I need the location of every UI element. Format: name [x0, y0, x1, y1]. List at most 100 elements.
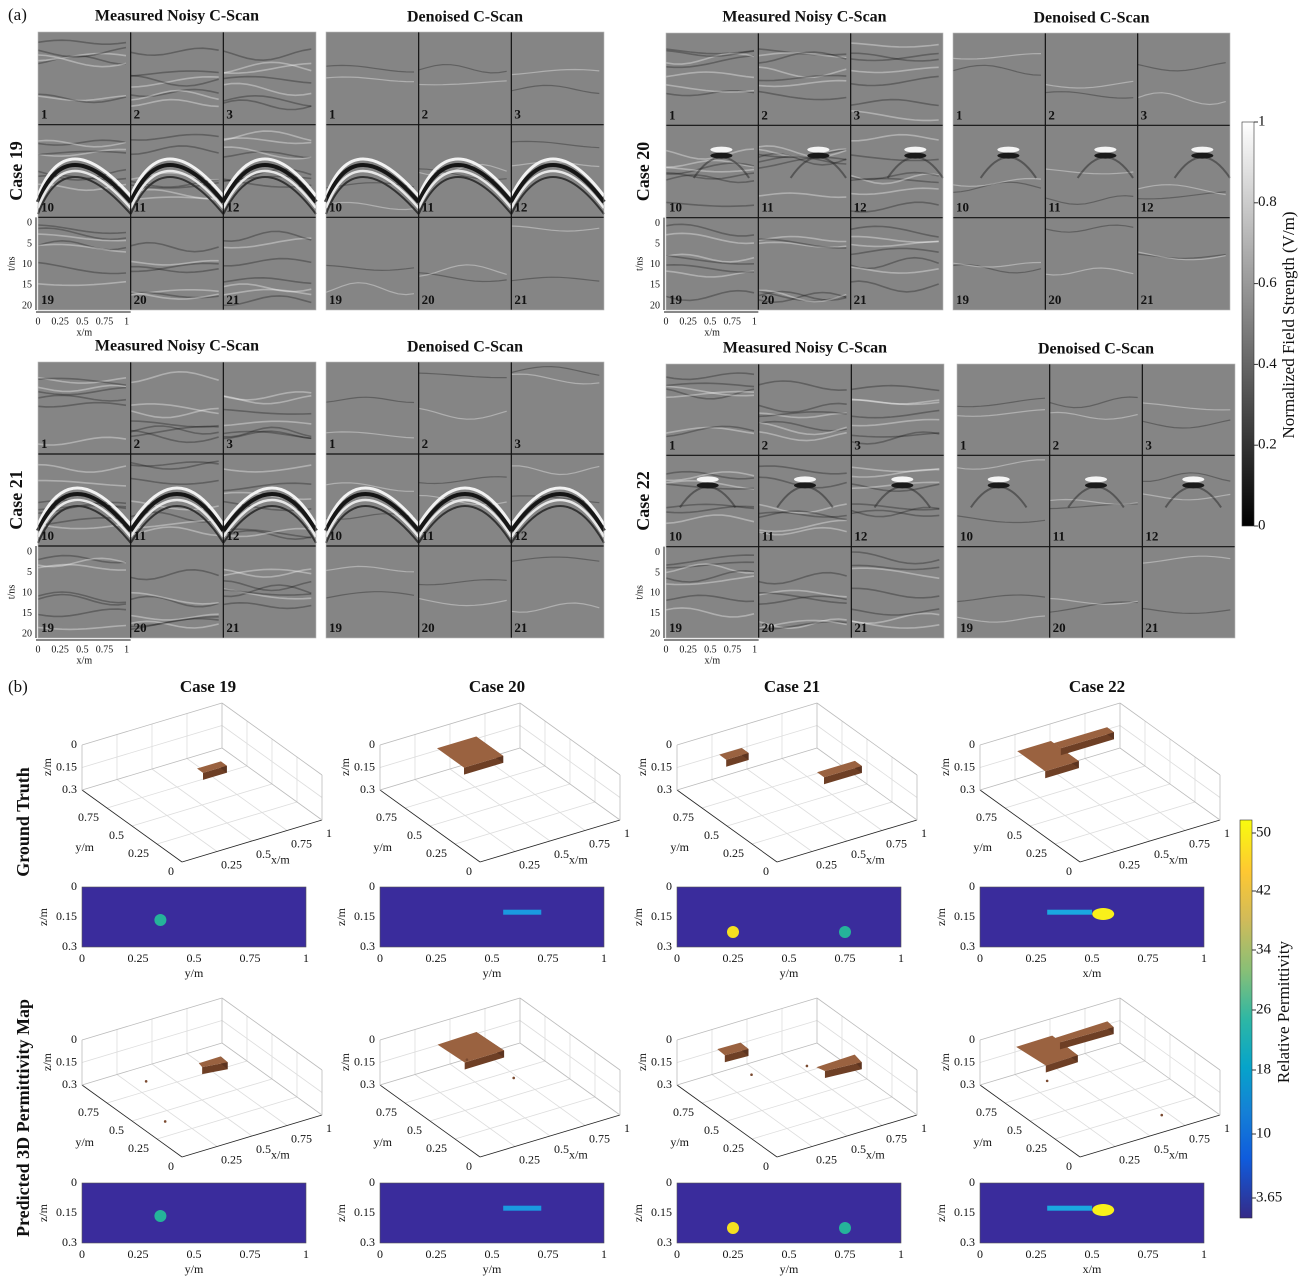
x-tick-label: 0: [977, 1247, 983, 1261]
tile-number: 2: [422, 436, 429, 451]
tile-number: 21: [226, 292, 239, 307]
y-tick-label: 0: [27, 546, 32, 557]
colorbar-tick-label: 34: [1256, 941, 1272, 957]
reflection-spot: [904, 153, 926, 159]
x-tick-label: 0.5: [851, 847, 866, 861]
y-tick-label: 0: [655, 218, 660, 229]
x-tick-label: 0.5: [704, 316, 717, 327]
tile-number: 2: [1048, 107, 1055, 122]
x-tick-label: 0: [79, 1247, 85, 1261]
inclusion: [1092, 1204, 1114, 1216]
x-tick-label: 1: [1224, 1121, 1230, 1135]
z-tick-label: 0: [666, 737, 672, 751]
noisy-c-scan: [666, 364, 944, 638]
z-tick-label: 0: [369, 1175, 375, 1189]
reflection-spot: [891, 482, 913, 488]
tile-number: 1: [956, 107, 963, 122]
tile-number: 19: [960, 620, 974, 635]
x-tick-label: 0: [674, 951, 680, 965]
reflection-spot: [794, 482, 816, 488]
tile-number: 3: [226, 107, 233, 122]
tile-number: 20: [1053, 620, 1066, 635]
axis-label: y/m: [75, 840, 94, 854]
axis-label: z/m: [334, 907, 348, 926]
x-tick-label: 0.5: [1154, 847, 1169, 861]
tile-number: 21: [226, 620, 239, 635]
y-tick-label: 0: [763, 1159, 769, 1173]
inclusion: [1047, 1206, 1092, 1211]
y-tick-label: 0.25: [723, 1141, 744, 1155]
x-tick-label: 0.5: [554, 1142, 569, 1156]
axis-label: y/m: [670, 1135, 689, 1149]
grid-line: [1120, 726, 1220, 798]
y-tick-label: 10: [650, 259, 660, 270]
y-tick-label: 0.75: [673, 1105, 694, 1119]
z-tick-label: 0.3: [960, 1235, 975, 1249]
x-tick-label: 0.75: [1138, 951, 1159, 965]
x-tick-label: 0.5: [76, 316, 89, 327]
x-tick-label: 0.5: [1085, 1247, 1100, 1261]
y-tick-label: 20: [22, 628, 32, 639]
denoised-c-scan: [326, 32, 604, 310]
z-tick-label: 0.3: [960, 782, 975, 796]
y-tick-label: 0.25: [128, 1141, 149, 1155]
permittivity-slice: [380, 887, 604, 947]
x-tick-label: 0.75: [886, 1131, 907, 1145]
axis-label: x/m: [569, 853, 588, 867]
tile-number: 19: [41, 620, 55, 635]
tile-number: 3: [1145, 437, 1152, 452]
tile-number: 1: [960, 437, 967, 452]
axis-label: x/m: [866, 853, 885, 867]
y-tick-label: 0.5: [407, 1123, 422, 1137]
x-tick-label: 0: [36, 644, 41, 655]
noise-speck: [145, 1080, 148, 1083]
tile-number: 3: [854, 437, 861, 452]
x-tick-label: 1: [326, 1121, 332, 1135]
column-title: Case 20: [469, 677, 525, 696]
z-tick-label: 0: [71, 1032, 77, 1046]
permittivity-slice: [677, 887, 901, 947]
x-tick-label: 0.75: [538, 1247, 559, 1261]
x-tick-label: 0.5: [1154, 1142, 1169, 1156]
y-tick-label: 5: [655, 239, 660, 250]
case-label: Case 21: [6, 470, 26, 530]
tile-number: 12: [226, 199, 239, 214]
colorbar-tick-label: 42: [1256, 882, 1271, 898]
axis-label: z/m: [631, 1203, 645, 1222]
x-tick-label: 1: [124, 644, 129, 655]
x-tick-label: 1: [624, 1121, 630, 1135]
z-tick-label: 0.15: [954, 909, 975, 923]
x-tick-label: 1: [124, 316, 129, 327]
tile-number: 10: [960, 529, 973, 544]
noise-speck: [806, 1065, 809, 1068]
z-tick-label: 0.3: [360, 782, 375, 796]
scan-title: Denoised C-Scan: [407, 9, 523, 26]
tile-number: 20: [761, 292, 774, 307]
inclusion: [154, 914, 166, 926]
x-tick-label: 0.75: [886, 836, 907, 850]
y-tick-label: 15: [650, 608, 660, 619]
reflection-spot: [1085, 476, 1107, 482]
x-tick-label: 0.25: [426, 951, 447, 965]
denoised-c-scan: [953, 33, 1230, 310]
x-tick-label: 0: [674, 1247, 680, 1261]
tile-number: 1: [669, 107, 676, 122]
z-tick-label: 0.3: [62, 1077, 77, 1091]
grid-line: [520, 1021, 620, 1093]
tile-number: 19: [669, 620, 683, 635]
y-tick-label: 0: [466, 1159, 472, 1173]
x-tick-label: 0.75: [835, 1247, 856, 1261]
axis-label: x/m: [705, 655, 721, 666]
y-tick-label: 20: [650, 628, 660, 639]
tile-number: 20: [422, 620, 435, 635]
scan-title: Measured Noisy C-Scan: [95, 8, 259, 25]
tile-number: 2: [761, 107, 768, 122]
axis-label: z/m: [934, 1203, 948, 1222]
inclusion: [1092, 908, 1114, 920]
tile-number: 11: [762, 529, 774, 544]
y-tick-label: 5: [655, 567, 660, 578]
tile-number: 12: [1145, 529, 1158, 544]
z-tick-label: 0.3: [657, 939, 672, 953]
reflection-spot: [710, 147, 732, 153]
z-tick-label: 0: [969, 1032, 975, 1046]
